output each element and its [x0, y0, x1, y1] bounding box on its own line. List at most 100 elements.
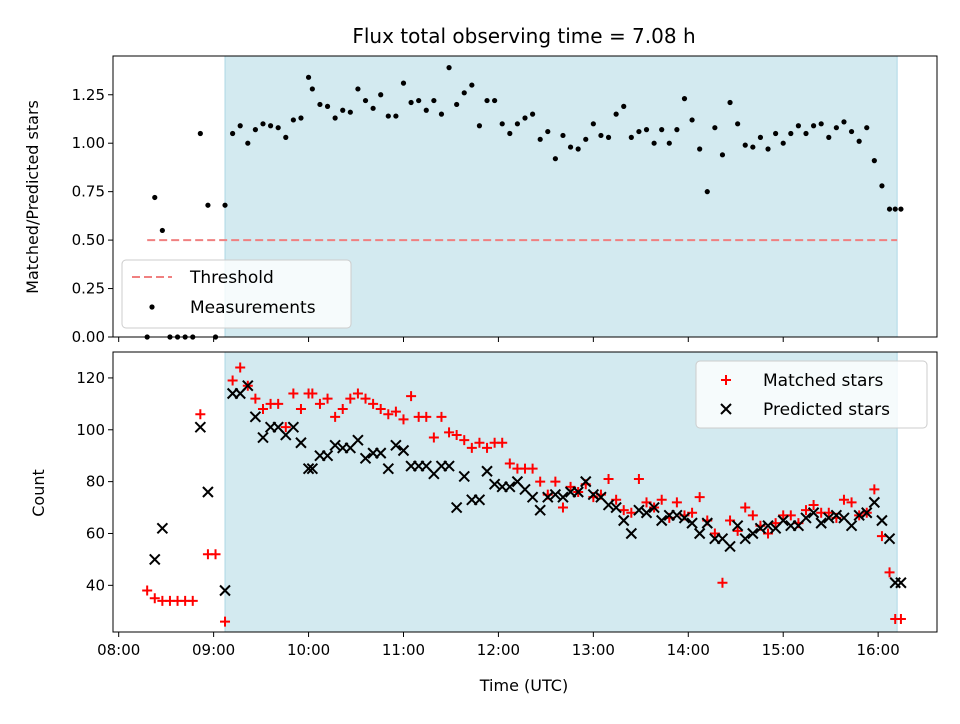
legend-measurement-swatch	[149, 304, 155, 310]
measurement-point	[393, 113, 399, 119]
matched-point	[257, 404, 268, 415]
predicted-point	[302, 462, 315, 475]
measurement-point	[507, 130, 513, 137]
axes-frame	[112, 351, 938, 633]
measurement-point	[275, 125, 281, 131]
matched-point	[390, 406, 401, 417]
measurement-point	[560, 132, 566, 139]
matched-point	[220, 616, 231, 627]
measurement-point	[757, 134, 764, 140]
matched-point	[360, 393, 371, 404]
measurement-point	[666, 140, 672, 146]
measurement-point	[621, 103, 627, 109]
measurement-point	[537, 136, 543, 142]
predicted-point	[329, 439, 341, 452]
matched-point	[444, 427, 455, 438]
legend-matched-swatch	[721, 375, 731, 385]
x-tick-label: 09:00	[192, 641, 235, 659]
matched-point	[846, 497, 857, 508]
measurement-point	[810, 123, 817, 129]
measurement-point	[643, 127, 650, 133]
legend-predicted-label: Predicted stars	[763, 400, 890, 420]
y-tick-label: 0.75	[72, 183, 105, 201]
matched-point	[800, 505, 811, 516]
matched-point	[633, 474, 644, 485]
matched-point	[550, 476, 561, 487]
matched-point	[823, 507, 834, 518]
predicted-point	[488, 478, 501, 490]
measurement-point	[803, 130, 809, 137]
predicted-point	[397, 444, 410, 457]
y-tick-label: 0.25	[72, 280, 105, 298]
predicted-point	[443, 460, 455, 472]
measurement-point	[237, 123, 243, 129]
measurement-point	[552, 156, 558, 162]
matched-point	[694, 492, 705, 503]
measurement-point	[492, 97, 498, 104]
measurement-point	[788, 130, 794, 137]
predicted-point	[359, 452, 372, 465]
measurement-point	[205, 202, 211, 208]
measurement-point	[529, 111, 536, 117]
x-tick-label: 10:00	[287, 641, 330, 659]
predicted-point	[747, 527, 759, 540]
matched-point	[527, 463, 538, 474]
predicted-point	[542, 491, 554, 503]
matched-point	[273, 398, 284, 409]
matched-point	[895, 614, 906, 625]
measurement-point	[567, 144, 574, 150]
measurement-point	[583, 136, 589, 142]
predicted-point	[625, 527, 638, 540]
matched-point	[838, 494, 849, 505]
matched-point	[337, 404, 348, 415]
predicted-point	[671, 509, 683, 522]
matched-point	[406, 391, 417, 402]
legend-box	[695, 360, 928, 429]
measurement-point	[659, 127, 665, 133]
measurement-point	[446, 65, 452, 71]
measurement-point	[651, 140, 657, 146]
legend-measurement-label: Measurements	[190, 298, 316, 318]
bottom-ylabel: Count	[29, 469, 48, 517]
predicted-point	[149, 553, 161, 566]
matched-point	[288, 388, 299, 399]
predicted-point	[633, 504, 645, 516]
predicted-point	[580, 475, 592, 488]
matched-point	[428, 432, 439, 443]
matched-point	[375, 404, 386, 415]
measurement-point	[833, 125, 839, 131]
matched-point	[398, 414, 409, 425]
predicted-point	[876, 514, 888, 527]
matched-point	[322, 393, 333, 404]
matched-point	[314, 398, 325, 409]
predicted-point	[321, 449, 334, 462]
measurement-point	[438, 111, 445, 117]
measurement-point	[267, 123, 274, 129]
predicted-point	[202, 486, 214, 498]
measurement-point	[309, 86, 315, 92]
predicted-point	[257, 431, 269, 444]
x-tick-label: 16:00	[857, 641, 900, 659]
measurement-point	[689, 117, 695, 123]
y-tick-label: 100	[76, 421, 105, 439]
y-tick-label: 0.50	[72, 231, 105, 249]
measurement-point	[159, 227, 165, 234]
measurement-point	[727, 99, 733, 106]
y-tick-label: 1.00	[72, 134, 105, 152]
matched-point	[352, 388, 363, 399]
measurement-point	[613, 111, 619, 117]
measurement-point	[765, 146, 771, 152]
matched-point	[717, 577, 728, 588]
predicted-point	[610, 501, 622, 514]
matched-point	[436, 411, 447, 422]
matched-point	[451, 429, 462, 440]
measurement-point	[697, 146, 703, 152]
legend-box	[121, 259, 352, 329]
matched-point	[770, 518, 781, 529]
series-measurements	[144, 65, 904, 340]
measurement-point	[355, 86, 361, 92]
predicted-point	[587, 488, 600, 501]
matched-point	[459, 435, 470, 446]
measurement-point	[545, 128, 551, 135]
legend-predicted-swatch	[720, 403, 732, 415]
